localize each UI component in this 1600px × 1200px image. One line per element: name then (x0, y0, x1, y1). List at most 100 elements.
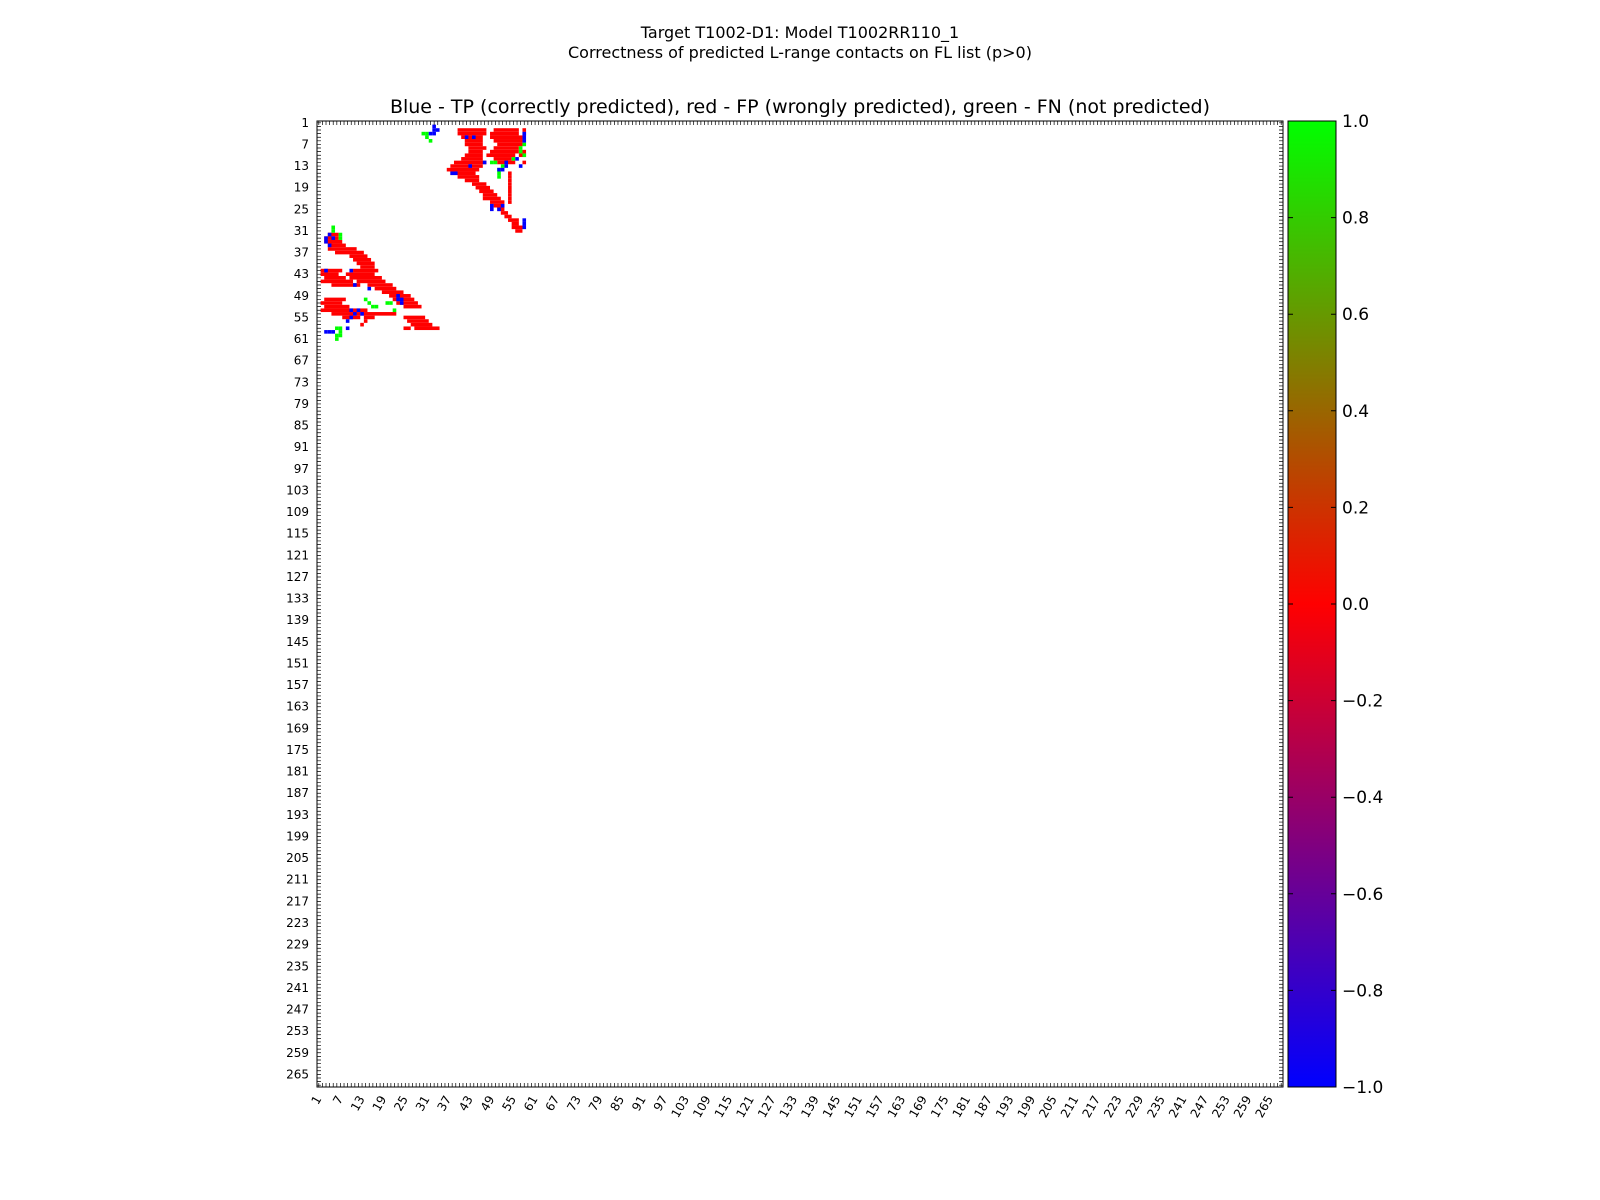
y-tick-label: 79 (294, 397, 309, 411)
y-tick-label: 103 (286, 483, 309, 497)
y-tick-label: 205 (286, 851, 309, 865)
fp-cell (403, 304, 422, 309)
fn-cell (338, 330, 343, 334)
tp-cell (399, 297, 404, 302)
tp-cell (356, 308, 361, 313)
tp-cell (522, 221, 527, 226)
y-tick-label: 265 (286, 1067, 309, 1081)
tp-cell (327, 232, 332, 237)
fp-cell (511, 225, 523, 230)
tp-cell (450, 171, 454, 176)
fp-cell (349, 275, 382, 280)
fp-cell (461, 157, 483, 161)
fp-cell (468, 146, 487, 150)
fp-cell (479, 189, 494, 194)
y-tick-label: 217 (286, 894, 309, 908)
fp-cell (511, 221, 519, 226)
fp-cell (500, 211, 509, 215)
fp-cell (490, 131, 519, 136)
y-tick-label: 49 (294, 289, 309, 303)
figure-title-line-1: Target T1002-D1: Model T1002RR110_1 (640, 23, 960, 42)
fp-cell (493, 139, 523, 143)
fn-cell (425, 135, 429, 140)
tp-cell (500, 203, 505, 208)
x-tick-label: 61 (521, 1093, 541, 1113)
fn-cell (331, 229, 336, 233)
fp-cell (490, 200, 505, 204)
fp-cell (403, 326, 411, 331)
fp-cell (320, 301, 343, 305)
x-tick-label: 55 (499, 1093, 519, 1113)
x-tick-label: 145 (820, 1093, 844, 1120)
y-tick-label: 145 (286, 635, 309, 649)
fp-cell (508, 196, 512, 201)
x-tick-label: 37 (434, 1093, 454, 1113)
tp-cell (471, 135, 476, 140)
x-tick-label: 67 (543, 1093, 563, 1113)
x-tick-label: 187 (971, 1093, 995, 1120)
fp-cell (353, 268, 379, 273)
fn-cell (497, 175, 501, 179)
fn-cell (367, 301, 372, 305)
fp-cell (497, 142, 523, 147)
x-tick-label: 163 (885, 1093, 909, 1120)
fp-cell (356, 261, 375, 266)
x-tick-label: 1 (308, 1093, 324, 1107)
fn-cell (421, 131, 426, 136)
x-tick-label: 91 (629, 1093, 649, 1113)
fn-cell (385, 301, 390, 305)
fp-cell (324, 275, 346, 280)
tp-cell (360, 312, 364, 316)
tp-cell (396, 294, 400, 298)
y-tick-label: 7 (301, 137, 309, 151)
fp-cell (508, 185, 512, 190)
x-tick-label: 7 (330, 1093, 346, 1107)
tp-cell (331, 330, 336, 334)
tp-cell (432, 131, 436, 136)
tp-cell (349, 308, 354, 313)
y-tick-label: 151 (286, 656, 309, 670)
fn-cell (371, 304, 375, 309)
fp-cell (324, 239, 343, 244)
tp-cell (327, 243, 332, 248)
tp-cell (399, 301, 404, 305)
tp-cell (331, 236, 336, 240)
fn-cell (338, 333, 343, 338)
fp-cell (381, 290, 404, 295)
y-tick-label: 25 (294, 202, 309, 216)
x-tick-label: 127 (755, 1093, 779, 1120)
fn-cell (493, 160, 498, 165)
colorbar-tick-label: 0.2 (1342, 498, 1369, 518)
tp-cell (504, 164, 509, 168)
fn-cell (389, 301, 393, 305)
fp-cell (508, 193, 512, 197)
colorbar-tick-label: −0.2 (1342, 692, 1383, 712)
tp-cell (349, 315, 354, 320)
tp-cell (428, 131, 433, 136)
fp-cell (522, 149, 527, 154)
tp-cell (522, 218, 527, 222)
tp-cell (353, 283, 357, 287)
colorbar-tick-label: −0.6 (1342, 885, 1383, 905)
tp-cell (345, 326, 350, 331)
x-tick-label: 85 (607, 1093, 627, 1113)
colorbar-tick-label: −1.0 (1342, 1078, 1383, 1098)
fn-cell (363, 297, 368, 302)
y-tick-label: 13 (294, 159, 309, 173)
y-tick-label: 85 (294, 419, 309, 433)
fp-cell (360, 312, 397, 316)
fp-cell (363, 319, 368, 323)
fp-cell (504, 214, 512, 219)
y-tick-label: 31 (294, 224, 309, 238)
tick-marks (317, 121, 1283, 1087)
fn-cell (374, 304, 379, 309)
fp-cell (508, 175, 512, 179)
y-tick-label: 187 (286, 786, 309, 800)
fp-cell (508, 171, 512, 176)
fp-cell (446, 167, 480, 172)
fp-cell (493, 203, 505, 208)
colorbar-tick-label: −0.8 (1342, 981, 1383, 1001)
fn-cell (518, 146, 523, 150)
fn-cell (338, 236, 343, 240)
